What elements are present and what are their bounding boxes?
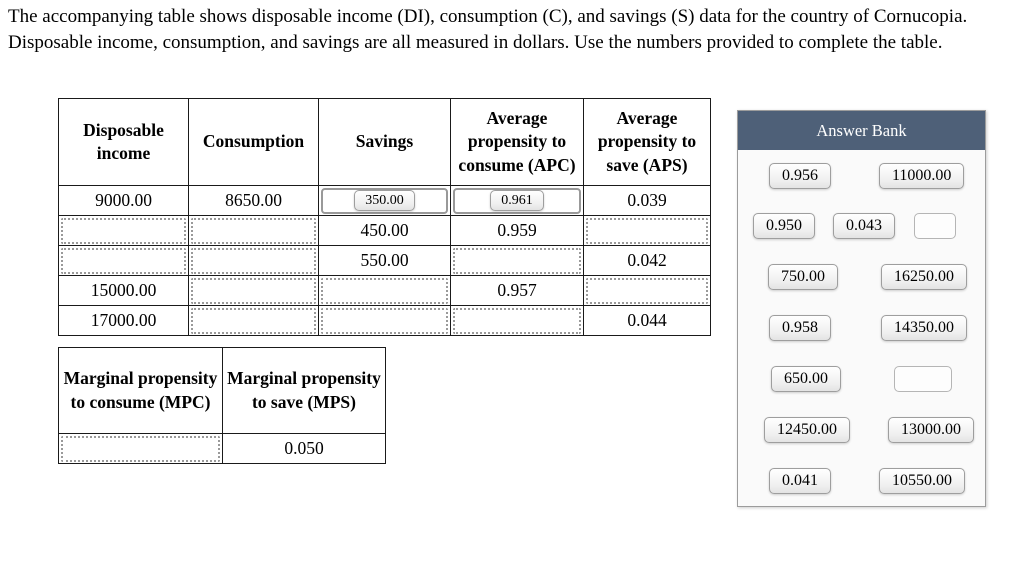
cell-savings-row1: 350.00 [318,185,451,216]
cell-aps-row5: 0.044 [583,305,711,336]
dropzone-aps-row2[interactable] [586,217,708,244]
bank-chip[interactable]: 10550.00 [879,468,965,494]
bank-chip[interactable]: 650.00 [771,366,841,392]
table-row: 15000.00 0.957 [58,275,711,306]
dropzone-aps-row4[interactable] [586,277,708,304]
placed-chip[interactable]: 0.961 [490,190,544,211]
dropzone-consumption-row5[interactable] [191,307,316,334]
dropzone-apc-row5[interactable] [453,307,581,334]
header-apc: Average propensity to consume (APC) [450,98,584,186]
dropzone-savings-row4[interactable] [321,277,448,304]
bank-chip[interactable]: 0.043 [833,213,895,239]
dropzone-mpc[interactable] [61,435,220,462]
cell-apc-row2: 0.959 [450,215,584,246]
bank-empty-slot[interactable] [914,213,956,239]
bank-chip[interactable]: 16250.00 [881,264,967,290]
cell-mps: 0.050 [222,433,386,464]
cell-consumption-row4 [188,275,319,306]
bank-chip[interactable]: 0.958 [769,315,831,341]
bank-chip[interactable]: 13000.00 [888,417,974,443]
cell-apc-row5 [450,305,584,336]
answer-bank-title: Answer Bank [738,111,985,150]
cell-aps-row1: 0.039 [583,185,711,216]
marginal-propensity-table: Marginal propensity to consume (MPC) Mar… [58,347,386,464]
answer-bank-body: 0.956 11000.00 0.950 0.043 750.00 16250.… [738,150,985,506]
cell-consumption-row3 [188,245,319,276]
bank-empty-slot[interactable] [894,366,952,392]
cell-apc-row3 [450,245,584,276]
cell-di-row5: 17000.00 [58,305,189,336]
cell-savings-row5 [318,305,451,336]
cell-savings-row2: 450.00 [318,215,451,246]
placed-chip[interactable]: 350.00 [354,190,415,211]
cell-consumption-row5 [188,305,319,336]
table-row: 0.050 [58,433,386,464]
header-mpc: Marginal propensity to consume (MPC) [58,347,223,434]
cell-consumption-row1: 8650.00 [188,185,319,216]
bank-chip[interactable]: 12450.00 [764,417,850,443]
problem-statement-line1: The accompanying table shows disposable … [8,6,968,27]
header-disposable-income: Disposable income [58,98,189,186]
dropzone-apc-row3[interactable] [453,247,581,274]
cell-mpc [58,433,223,464]
dropzone-di-row3[interactable] [61,247,186,274]
cell-savings-row3: 550.00 [318,245,451,276]
table-row: 9000.00 8650.00 350.00 0.961 0.039 [58,185,711,216]
header-mps: Marginal propensity to save (MPS) [222,347,386,434]
problem-statement: The accompanying table shows disposable … [8,4,967,56]
cell-aps-row2 [583,215,711,246]
cell-consumption-row2 [188,215,319,246]
header-consumption: Consumption [188,98,319,186]
cell-apc-row4: 0.957 [450,275,584,306]
header-aps: Average propensity to save (APS) [583,98,711,186]
cell-apc-row1: 0.961 [450,185,584,216]
cell-aps-row3: 0.042 [583,245,711,276]
header-savings: Savings [318,98,451,186]
bank-chip[interactable]: 14350.00 [881,315,967,341]
cell-di-row2 [58,215,189,246]
dropzone-apc-row1[interactable]: 0.961 [453,187,581,214]
bank-chip[interactable]: 0.950 [753,213,815,239]
answer-bank: Answer Bank 0.956 11000.00 0.950 0.043 7… [737,110,986,507]
dropzone-consumption-row4[interactable] [191,277,316,304]
table-row: 17000.00 0.044 [58,305,711,336]
cell-di-row3 [58,245,189,276]
cell-aps-row4 [583,275,711,306]
cell-savings-row4 [318,275,451,306]
problem-statement-line2: Disposable income, consumption, and savi… [8,32,943,53]
bank-chip[interactable]: 0.956 [769,163,831,189]
bank-chip[interactable]: 11000.00 [879,163,965,189]
cell-di-row4: 15000.00 [58,275,189,306]
dropzone-consumption-row3[interactable] [191,247,316,274]
table-row: 450.00 0.959 [58,215,711,246]
table-row: 550.00 0.042 [58,245,711,276]
dropzone-savings-row5[interactable] [321,307,448,334]
income-consumption-savings-table: Disposable income Consumption Savings Av… [58,98,711,336]
dropzone-consumption-row2[interactable] [191,217,316,244]
dropzone-savings-row1[interactable]: 350.00 [321,187,448,214]
dropzone-di-row2[interactable] [61,217,186,244]
bank-chip[interactable]: 750.00 [768,264,838,290]
bank-chip[interactable]: 0.041 [769,468,831,494]
cell-di-row1: 9000.00 [58,185,189,216]
